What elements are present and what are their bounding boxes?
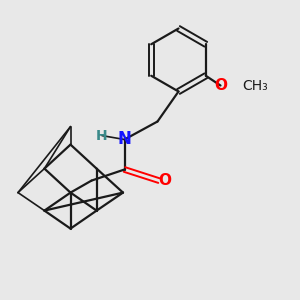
Text: N: N	[118, 130, 131, 148]
Text: O: O	[214, 78, 227, 93]
Text: H: H	[96, 129, 108, 142]
Text: O: O	[158, 173, 171, 188]
Text: CH₃: CH₃	[242, 79, 268, 92]
